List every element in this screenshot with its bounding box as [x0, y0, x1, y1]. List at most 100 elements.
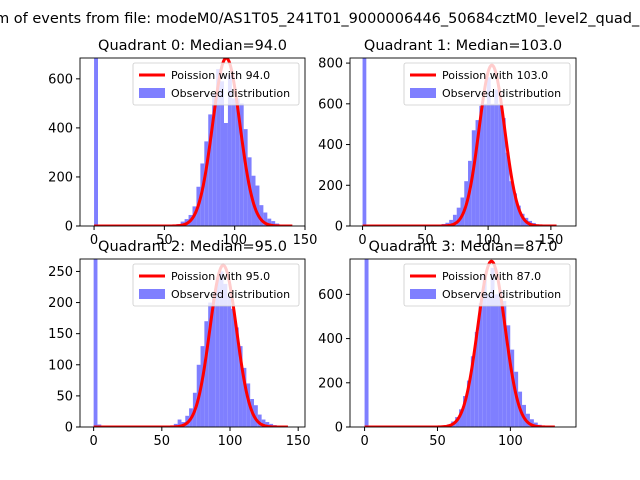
histogram-bar — [364, 259, 369, 427]
histogram-bar — [261, 419, 266, 427]
histogram-bar — [482, 274, 487, 427]
axes-frame — [349, 57, 577, 227]
histogram-bar — [94, 58, 98, 226]
histogram-bar — [255, 185, 260, 226]
histogram-bar — [501, 118, 506, 226]
subplot-title: Quadrant 1: Median=103.0 — [364, 38, 562, 54]
legend-bar-swatch — [139, 88, 165, 98]
histogram-bar — [219, 271, 224, 427]
histogram-bar — [212, 93, 217, 226]
histogram-bar — [449, 219, 453, 226]
x-tick-label: 0 — [89, 434, 97, 449]
y-tick-label: 200 — [318, 179, 343, 194]
y-tick-label: 600 — [318, 288, 343, 303]
legend-box — [403, 263, 571, 307]
histogram-bar — [267, 218, 272, 226]
histogram-bar — [466, 380, 471, 427]
histogram-bar — [212, 296, 216, 427]
histogram-bar — [486, 294, 491, 427]
legend-fit-label: Poission with 87.0 — [442, 270, 541, 283]
histogram-bar — [456, 207, 461, 226]
y-tick-label: 400 — [318, 138, 343, 153]
histogram-bar — [516, 205, 521, 226]
y-tick-label: 50 — [56, 389, 73, 404]
x-tick-label: 100 — [476, 233, 501, 248]
legend-fit-label: Poission with 95.0 — [171, 270, 270, 283]
histogram-bar — [224, 122, 228, 226]
x-tick-label: 50 — [417, 233, 434, 248]
histogram-bar — [239, 103, 244, 226]
legend-box — [403, 62, 571, 106]
y-tick-label: 100 — [48, 358, 73, 373]
histogram-bar — [486, 77, 491, 226]
poisson-fit-line — [92, 263, 289, 427]
histogram-bar — [242, 367, 247, 427]
legend-box — [132, 62, 300, 106]
subplot-title: Quadrant 2: Median=95.0 — [98, 239, 287, 255]
histogram-bar — [243, 129, 248, 226]
legend-bar-swatch — [410, 289, 436, 299]
y-tick-label: 0 — [335, 220, 343, 235]
histogram-bar — [257, 414, 262, 427]
subplot-quadrant-3: 0 50 100 0 200 400 600 Poission with 87.0 Observ… — [318, 239, 577, 449]
histogram-bar — [505, 152, 510, 226]
histogram-bar — [223, 283, 228, 427]
x-tick-label: 50 — [154, 434, 171, 449]
x-tick-label: 0 — [360, 434, 368, 449]
histogram-bar — [208, 302, 212, 427]
axes-frame — [79, 57, 306, 227]
histogram-bar — [265, 422, 270, 427]
subplot-quadrant-2: 0 50 100 150 0 50 100 150 200 250 Poission with 95… — [48, 239, 310, 449]
subplot-title: Quadrant 0: Median=94.0 — [98, 38, 287, 54]
histogram-bar — [216, 69, 221, 226]
legend-bar-swatch — [410, 88, 436, 98]
x-tick-label: 150 — [286, 434, 311, 449]
histogram-bar — [227, 75, 232, 226]
histogram-bar — [215, 277, 220, 427]
histogram-bar — [204, 321, 209, 427]
histogram-bar — [513, 193, 517, 226]
x-tick-label: 100 — [218, 434, 243, 449]
y-tick-label: 200 — [318, 376, 343, 391]
y-tick-label: 200 — [48, 296, 73, 311]
histogram-bar — [271, 221, 276, 226]
y-tick-label: 600 — [48, 72, 73, 87]
histogram-bar — [479, 105, 484, 226]
histogram-bar — [475, 120, 480, 226]
histogram-bar — [494, 294, 499, 427]
histogram-bar — [254, 405, 258, 427]
poisson-fit-line — [361, 63, 558, 226]
subplot-quadrant-1: 0 50 100 150 0 200 400 600 800 Poission with 103.… — [318, 38, 577, 248]
plot-area — [363, 259, 556, 427]
axes-frame — [349, 258, 577, 428]
x-tick-label: 50 — [156, 233, 173, 248]
histogram-bar — [452, 214, 457, 226]
y-tick-label: 150 — [48, 327, 73, 342]
x-tick-label: 0 — [90, 233, 98, 248]
histogram-bar — [459, 409, 463, 427]
legend: Poission with 103.0 Observed distribution — [403, 62, 571, 106]
histogram-bar — [259, 205, 264, 226]
histogram-bar — [93, 259, 98, 427]
subplots: 0 50 100 150 0 200 400 600 Poission with 94.0 Obs… — [48, 38, 577, 449]
legend-bar-swatch — [139, 289, 165, 299]
y-tick-label: 400 — [48, 121, 73, 136]
histogram-bar — [177, 419, 182, 427]
histogram-bar — [502, 301, 507, 427]
y-tick-label: 250 — [48, 265, 73, 280]
histogram-bar — [498, 289, 503, 427]
poisson-fit-line — [93, 58, 294, 226]
histogram-bar — [490, 267, 495, 427]
x-tick-label: 100 — [222, 233, 247, 248]
x-tick-label: 100 — [498, 434, 523, 449]
legend-fit-label: Poission with 94.0 — [171, 69, 270, 82]
y-tick-label: 0 — [65, 220, 73, 235]
legend-box — [132, 263, 300, 307]
x-tick-label: 50 — [429, 434, 446, 449]
plot-area — [361, 58, 558, 226]
histogram-bar — [208, 114, 213, 226]
histogram-bar — [463, 396, 467, 427]
histogram-bar — [238, 346, 243, 427]
x-tick-label: 0 — [358, 233, 366, 248]
subplot-quadrant-0: 0 50 100 150 0 200 400 600 Poission with 94.0 Obs… — [48, 38, 317, 248]
